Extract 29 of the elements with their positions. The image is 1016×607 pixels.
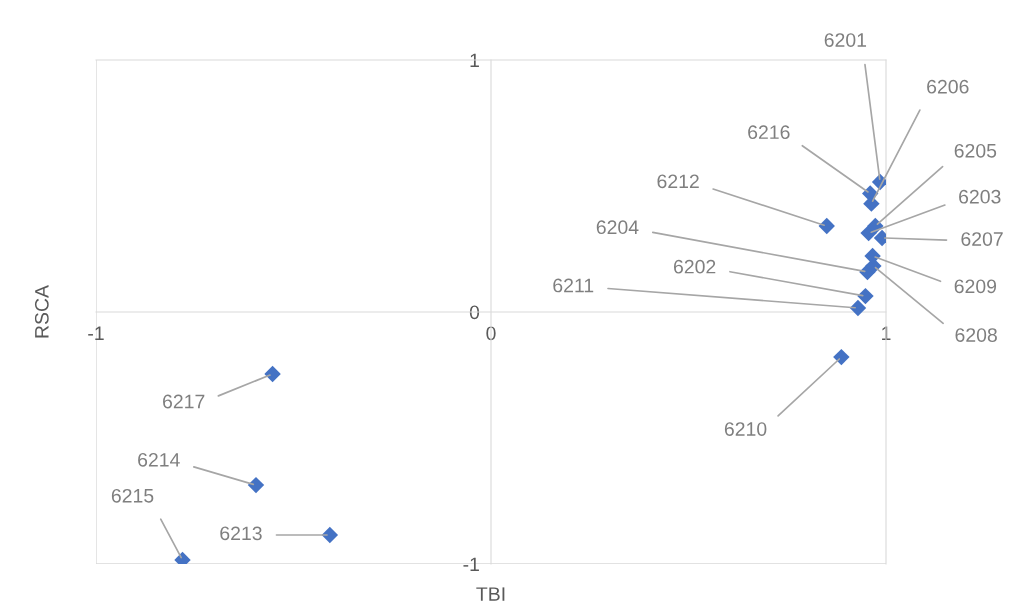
annotation: 6213: [220, 526, 262, 541]
annotation: 6214: [138, 452, 180, 467]
point: [849, 299, 867, 317]
annotation: 6203: [959, 189, 1001, 204]
y-tick-label: 1: [470, 53, 479, 68]
annotation: 6205: [954, 143, 997, 158]
point: [818, 217, 835, 235]
annotation: 6215: [111, 488, 154, 503]
annotation: 6206: [927, 79, 969, 94]
y-axis-title: RSCA: [34, 285, 49, 338]
annotation: 6204: [596, 220, 639, 235]
annotation: 6208: [955, 328, 997, 342]
annotation: 6210: [724, 422, 767, 436]
y-tick-label: 0: [469, 305, 480, 320]
x-tick-label: 1: [882, 326, 891, 340]
annotation: 6209: [954, 279, 997, 294]
annotation: 6202: [673, 259, 716, 274]
point: [833, 348, 850, 366]
point: [247, 476, 265, 494]
x-tick-label: 0: [486, 326, 496, 341]
x-axis-title: TBI: [476, 587, 505, 601]
annotation: 6211: [553, 278, 594, 293]
annotation: 6217: [163, 394, 205, 409]
annotation: 6201: [824, 33, 867, 47]
y-tick-label: -1: [463, 557, 479, 572]
x-tick-label: -1: [88, 326, 104, 340]
annotation: 6212: [657, 174, 699, 189]
annotation: 6207: [961, 232, 1003, 246]
annotation: 6216: [748, 125, 790, 140]
